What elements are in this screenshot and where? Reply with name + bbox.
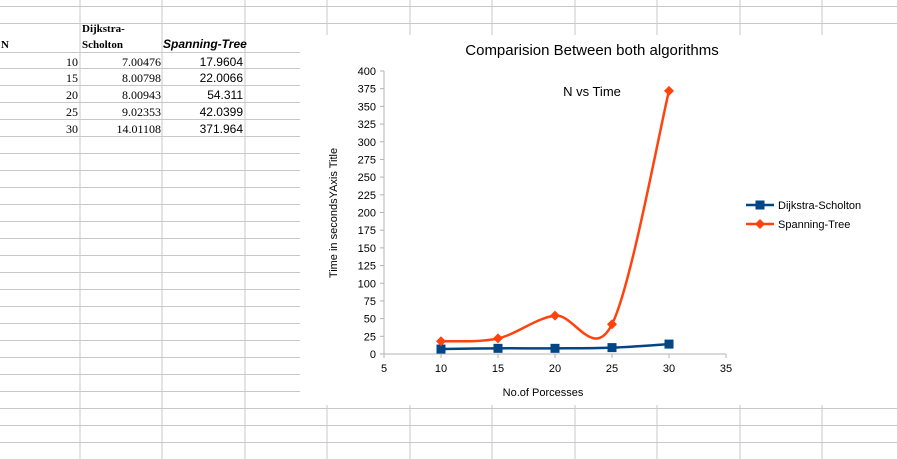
legend-marker xyxy=(755,200,765,210)
cell-spanning[interactable]: 371.964 xyxy=(199,122,243,136)
y-tick-label: 200 xyxy=(358,208,376,220)
y-tick-label: 125 xyxy=(358,261,376,273)
x-tick-label: 10 xyxy=(435,363,447,375)
data-point-1 xyxy=(436,336,446,347)
cell-dijkstra[interactable]: 7.00476 xyxy=(122,55,161,69)
cell-spanning[interactable]: 22.0066 xyxy=(199,71,243,85)
header-dijkstra-line1[interactable]: Dijkstra- xyxy=(82,23,125,35)
x-tick-label: 15 xyxy=(492,363,504,375)
legend-marker xyxy=(755,219,765,229)
x-tick-label: 5 xyxy=(381,363,387,375)
y-tick-label: 375 xyxy=(358,84,376,96)
line-chart: Comparision Between both algorithms N vs… xyxy=(328,42,861,399)
data-point-1 xyxy=(550,310,560,321)
cell-dijkstra[interactable]: 8.00943 xyxy=(122,88,161,102)
cell-spanning[interactable]: 17.9604 xyxy=(199,55,243,69)
legend-label: Spanning-Tree xyxy=(778,219,850,231)
data-point-0 xyxy=(550,343,560,353)
header-spanning-tree[interactable]: Spanning-Tree xyxy=(163,37,247,51)
cell-dijkstra[interactable]: 8.00798 xyxy=(122,71,161,85)
y-tick-label: 400 xyxy=(358,66,376,78)
y-tick-label: 175 xyxy=(358,225,376,237)
y-tick-label: 350 xyxy=(358,101,376,113)
y-tick-label: 50 xyxy=(364,314,376,326)
data-point-0 xyxy=(664,339,674,349)
cell-n[interactable]: 15 xyxy=(66,71,78,85)
y-tick-label: 300 xyxy=(358,137,376,149)
cell-dijkstra[interactable]: 14.01108 xyxy=(116,122,161,136)
y-tick-label: 250 xyxy=(358,172,376,184)
x-axis-label: No.of Porcesses xyxy=(503,387,584,399)
x-tick-label: 20 xyxy=(549,363,561,375)
chart-subtitle: N vs Time xyxy=(563,84,621,99)
y-tick-label: 150 xyxy=(358,243,376,255)
cell-dijkstra[interactable]: 9.02353 xyxy=(122,105,161,119)
cell-n[interactable]: 25 xyxy=(66,105,78,119)
cell-n[interactable]: 10 xyxy=(66,55,78,69)
cell-n[interactable]: 30 xyxy=(66,122,78,136)
y-tick-label: 100 xyxy=(358,278,376,290)
x-tick-label: 35 xyxy=(720,363,732,375)
y-tick-label: 325 xyxy=(358,119,376,131)
data-point-1 xyxy=(493,333,503,344)
legend-label: Dijkstra-Scholton xyxy=(778,200,861,212)
cell-n[interactable]: 20 xyxy=(66,88,78,102)
y-tick-label: 25 xyxy=(364,331,376,343)
cell-spanning[interactable]: 54.311 xyxy=(207,88,243,102)
chart-title: Comparision Between both algorithms xyxy=(465,42,718,59)
series-line-1 xyxy=(440,90,671,343)
cell-spanning[interactable]: 42.0399 xyxy=(199,105,243,119)
data-point-1 xyxy=(664,85,674,96)
data-point-0 xyxy=(436,344,446,354)
header-dijkstra-line2[interactable]: Scholton xyxy=(82,39,123,51)
y-tick-label: 0 xyxy=(370,349,376,361)
x-tick-label: 30 xyxy=(663,363,675,375)
chart-object[interactable]: Comparision Between both algorithms N vs… xyxy=(300,35,897,405)
y-tick-label: 225 xyxy=(358,190,376,202)
y-axis-label: Time in secondsYAxis Title xyxy=(328,148,340,278)
y-tick-label: 75 xyxy=(364,296,376,308)
data-point-1 xyxy=(607,319,617,330)
header-n[interactable]: N xyxy=(1,39,9,51)
data-point-0 xyxy=(493,343,503,353)
x-tick-label: 25 xyxy=(606,363,618,375)
data-point-0 xyxy=(607,343,617,353)
y-tick-label: 275 xyxy=(358,154,376,166)
